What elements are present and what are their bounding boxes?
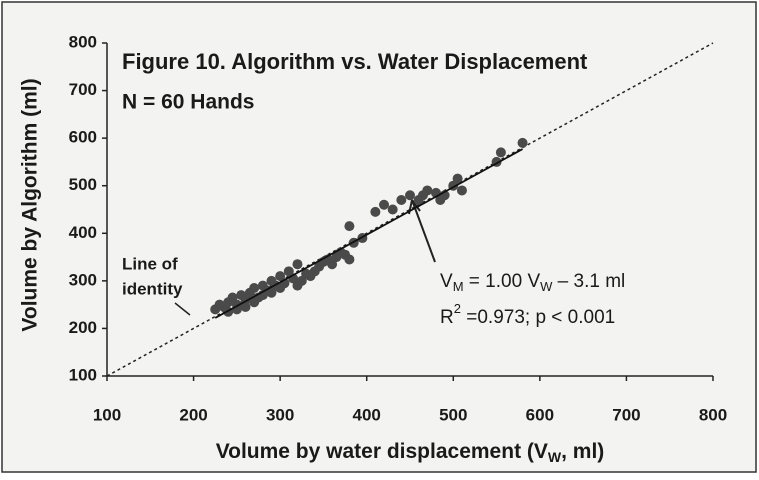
chart-title: Figure 10. Algorithm vs. Water Displacem… (122, 49, 588, 74)
point (456, 185, 467, 196)
x-tick-label: 800 (699, 405, 727, 424)
y-axis-label: Volume by Algorithm (ml) (19, 78, 42, 331)
x-label-sub: W (548, 449, 562, 465)
point (422, 185, 433, 196)
eq-part: V (440, 271, 453, 292)
identity-pointer (174, 302, 191, 316)
point (452, 173, 463, 184)
frame (1, 1, 757, 473)
point (249, 282, 260, 293)
x-tick-label: 300 (266, 405, 294, 424)
x-axis-label: Volume by water displacement (VW, ml) (216, 440, 605, 465)
y-tick-label: 600 (69, 128, 97, 147)
point (344, 221, 355, 232)
eq-sub: M (453, 279, 464, 294)
point (396, 194, 407, 205)
x-tick-label: 500 (439, 405, 467, 424)
chart-subtitle: N = 60 Hands (122, 91, 254, 114)
point (379, 199, 390, 210)
fit-line (214, 148, 523, 319)
x-tick-label: 200 (179, 405, 207, 424)
point (495, 147, 506, 158)
point (344, 254, 355, 265)
point (517, 137, 528, 148)
point (370, 206, 381, 217)
y-tick-label: 500 (69, 175, 97, 194)
x-tick-label: 400 (353, 405, 381, 424)
x-label-part: , ml) (561, 440, 604, 463)
stats-sup: 2 (454, 301, 461, 316)
point (387, 204, 398, 215)
equation: VM = 1.00 VW – 3.1 ml (440, 271, 625, 294)
y-tick-label: 300 (69, 270, 97, 289)
y-tick-label: 400 (69, 223, 97, 242)
equation-pointer (411, 199, 436, 263)
stats-part: R (440, 307, 454, 328)
x-tick-label: 700 (612, 405, 640, 424)
x-tick-label: 600 (526, 405, 554, 424)
y-tick-label: 800 (69, 32, 97, 51)
y-tick-label: 200 (69, 318, 97, 337)
identity-label: identity (122, 279, 183, 298)
eq-part: – 3.1 ml (552, 271, 625, 292)
y-tick-label: 100 (69, 365, 97, 384)
x-label-part: Volume by water displacement (V (216, 440, 548, 463)
stats: R2 =0.973; p < 0.001 (440, 301, 615, 328)
identity-line (106, 42, 714, 377)
eq-sub: W (540, 279, 553, 294)
x-tick-label: 100 (93, 405, 121, 424)
eq-part: = 1.00 V (464, 271, 541, 292)
identity-label: Line of (122, 254, 178, 273)
point (240, 302, 251, 313)
stats-part: =0.973; p < 0.001 (461, 307, 615, 328)
point (292, 259, 303, 270)
y-tick-label: 700 (69, 80, 97, 99)
point (405, 190, 415, 201)
